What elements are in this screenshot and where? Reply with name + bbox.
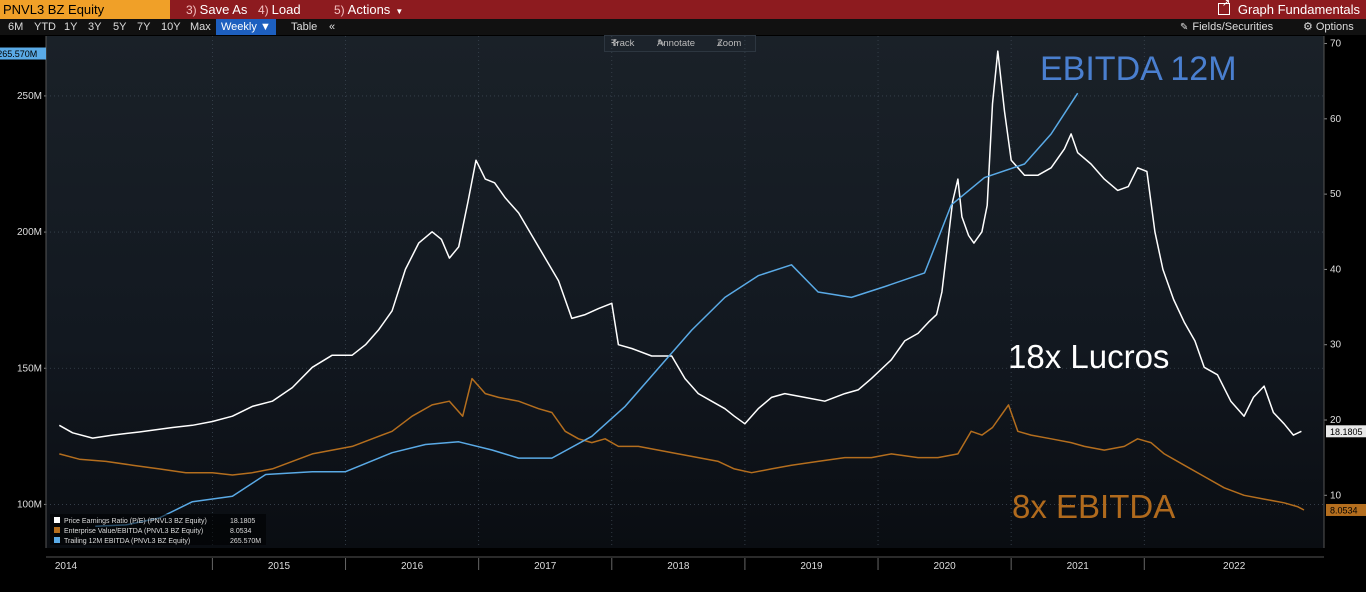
x-tick-label: 2014 — [55, 561, 78, 572]
range-3y[interactable]: 3Y — [88, 21, 102, 33]
gear-icon: ⚙ — [1303, 21, 1313, 33]
range-7y[interactable]: 7Y — [137, 21, 151, 33]
annotation-1: 18x Lucros — [1008, 338, 1169, 375]
chart-tools: ✛ Track ✎ Annotate ⌕ Zoom — [604, 35, 756, 52]
x-tick-label: 2018 — [667, 561, 690, 572]
frequency-dropdown[interactable]: Weekly ▼ — [216, 19, 276, 35]
fields-securities-button[interactable]: ✎ Fields/Securities — [1180, 19, 1273, 35]
right-tick-label: 20 — [1330, 415, 1342, 426]
legend-label: Trailing 12M EBITDA (PNVL3 BZ Equity) — [64, 538, 190, 545]
x-tick-label: 2022 — [1223, 561, 1246, 572]
x-tick-label: 2017 — [534, 561, 557, 572]
ticker-field[interactable]: PNVL3 BZ Equity — [0, 0, 170, 19]
axes: 100M 150M 200M 250M 10 20 30 40 50 60 70 2014 2015 20… — [0, 36, 1366, 572]
graph-fundamentals-button[interactable]: ↗ Graph Fundamentals — [1217, 0, 1360, 19]
caret-down-icon: ▼ — [259, 21, 271, 33]
right-tick-label: 40 — [1330, 264, 1342, 275]
right-tick-label: 30 — [1330, 340, 1342, 351]
annotations: EBITDA 12M 18x Lucros 8x EBITDA — [1008, 50, 1237, 525]
save-as-number: 3) — [186, 3, 197, 17]
load-label: Load — [271, 2, 301, 17]
grid-lines — [46, 36, 1324, 548]
ev-current-tag: 8.0534 — [1330, 505, 1358, 515]
annotation-2: 8x EBITDA — [1012, 488, 1175, 525]
range-max[interactable]: Max — [190, 21, 211, 33]
crosshair-icon: ✛ — [611, 38, 619, 49]
ebitda-current-tag: 265.570M — [0, 49, 37, 59]
left-tick-label: 200M — [17, 227, 42, 238]
right-tick-label: 70 — [1330, 39, 1342, 50]
annotate-label: Annotate — [657, 38, 696, 49]
actions-number: 5) — [334, 3, 345, 17]
legend-label: Price Earnings Ratio (P/E) (PNVL3 BZ Equ… — [64, 518, 207, 525]
x-tick-label: 2015 — [268, 561, 291, 572]
x-tick-label: 2020 — [933, 561, 956, 572]
range-bar: 6M YTD 1Y 3Y 5Y 7Y 10Y Max Weekly ▼ Tabl… — [0, 19, 1366, 35]
frequency-label: Weekly — [221, 21, 257, 33]
actions-button[interactable]: 5) Actions ▼ — [334, 0, 403, 19]
fields-securities-label: Fields/Securities — [1192, 21, 1274, 33]
x-tick-label: 2019 — [800, 561, 823, 572]
pe-current-tag: 18.1805 — [1330, 427, 1363, 437]
pe-current-tag-box — [1326, 425, 1366, 438]
ebitda-current-tag-box — [0, 47, 46, 60]
load-number: 4) — [258, 3, 269, 17]
magnifier-icon: ⌕ — [717, 38, 723, 49]
edit-icon: ✎ — [1180, 22, 1189, 33]
right-tick-label: 10 — [1330, 490, 1342, 501]
legend-box — [50, 514, 266, 545]
zoom-label: Zoom — [717, 38, 742, 49]
graph-title: Graph Fundamentals — [1237, 2, 1360, 17]
pencil-icon: ✎ — [657, 38, 665, 49]
range-1y[interactable]: 1Y — [64, 21, 78, 33]
options-label: Options — [1315, 21, 1354, 33]
x-tick-label: 2021 — [1067, 561, 1090, 572]
right-tick-label: 60 — [1330, 114, 1342, 125]
range-6m[interactable]: 6M — [8, 21, 24, 33]
series-line-2 — [95, 92, 1079, 527]
annotation-0: EBITDA 12M — [1040, 50, 1237, 88]
track-label: Track — [611, 38, 635, 49]
legend-label: Enterprise Value/EBITDA (PNVL3 BZ Equity… — [64, 528, 203, 535]
right-tick-label: 50 — [1330, 189, 1342, 200]
save-as-label: Save As — [199, 2, 248, 17]
plot-area[interactable] — [46, 36, 1324, 548]
collapse-button[interactable]: « — [329, 21, 336, 33]
series-lines — [58, 50, 1305, 527]
left-tick-label: 150M — [17, 363, 42, 374]
series-line-0 — [58, 50, 1302, 439]
left-tick-label: 250M — [17, 91, 42, 102]
caret-down-icon: ▼ — [395, 7, 404, 16]
table-button[interactable]: Table — [291, 21, 318, 33]
legend-swatch — [54, 527, 60, 533]
options-button[interactable]: ⚙ Options — [1303, 19, 1354, 35]
actions-label: Actions — [347, 2, 391, 17]
range-5y[interactable]: 5Y — [113, 21, 127, 33]
legend-value: 18.1805 — [230, 518, 255, 525]
range-10y[interactable]: 10Y — [161, 21, 181, 33]
legend-swatch — [54, 537, 60, 543]
load-button[interactable]: 4) Load — [258, 0, 301, 19]
toolbar: PNVL3 BZ Equity 3) Save As 4) Load 5) Actio… — [0, 0, 1366, 19]
legend: Price Earnings Ratio (P/E) (PNVL3 BZ Equ… — [50, 514, 266, 545]
save-as-button[interactable]: 3) Save As — [186, 0, 247, 19]
legend-swatch — [54, 517, 60, 523]
ev-current-tag-box — [1326, 503, 1366, 516]
range-ytd[interactable]: YTD — [34, 21, 56, 33]
export-icon: ↗ — [1217, 0, 1230, 15]
x-tick-label: 2016 — [401, 561, 424, 572]
legend-value: 265.570M — [230, 538, 261, 545]
series-line-1 — [59, 377, 1305, 511]
left-tick-label: 100M — [17, 499, 42, 510]
legend-value: 8.0534 — [230, 528, 252, 535]
